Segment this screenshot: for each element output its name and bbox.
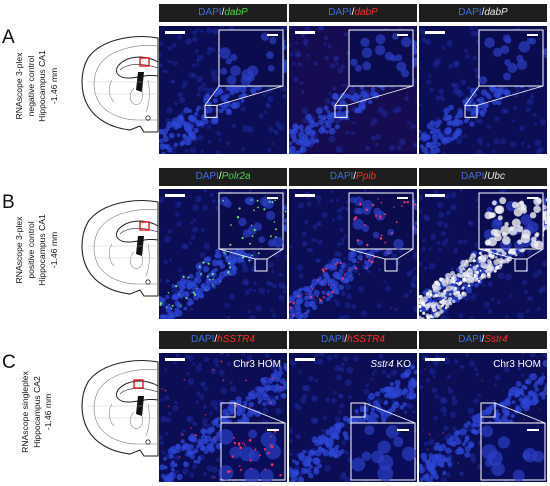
channel-separator: / <box>353 171 357 182</box>
channel-separator: / <box>221 7 225 18</box>
row-a-label-line: Hippocampus CA1 <box>37 50 47 122</box>
micrograph-a3 <box>419 26 547 154</box>
header-a1: DAPI/dabP <box>159 4 287 22</box>
genotype-gene: Sstr4 <box>370 359 394 370</box>
row-b-label-line: Hippocampus CA1 <box>37 214 47 286</box>
genotype-label: Chr3 HOM <box>233 359 281 370</box>
header-a2: DAPI/dabP <box>289 4 417 22</box>
channel-dapi-label: DAPI <box>328 7 352 18</box>
header-b1: DAPI/Polr2a <box>159 168 287 186</box>
channel-separator: / <box>218 171 222 182</box>
probe-gene-label: hSSTR4 <box>347 334 385 345</box>
channel-dapi-label: DAPI <box>458 7 482 18</box>
panel-letter-c: C <box>2 352 16 373</box>
panel-letter-a: A <box>2 27 15 48</box>
row-a-label: RNAscope 3-plex negative control Hippoca… <box>8 28 68 148</box>
channel-dapi-label: DAPI <box>321 334 345 345</box>
channel-dapi-label: DAPI <box>191 334 215 345</box>
micrograph-b3 <box>419 189 547 319</box>
micrograph-b1 <box>159 189 287 319</box>
header-a3: DAPI/dabP <box>419 4 547 22</box>
channel-separator: / <box>214 334 218 345</box>
channel-dapi-label: DAPI <box>329 171 354 182</box>
probe-gene-label: dabP <box>484 7 508 18</box>
micrograph-c3: Chr3 HOM <box>419 353 547 482</box>
row-c-label-line: Hippocampus CA2 <box>31 376 42 448</box>
genotype-text: Chr3 HOM <box>233 359 281 370</box>
header-c1: DAPI/hSSTR4 <box>159 331 287 349</box>
probe-gene-label: dabP <box>224 7 248 18</box>
row-b-label: RNAscope 3-plex positive control Hippoca… <box>8 192 68 312</box>
channel-dapi-label: DAPI <box>461 171 485 182</box>
probe-gene-label: dabP <box>354 7 378 18</box>
header-b3: DAPI/Ubc <box>419 168 547 186</box>
header-b2: DAPI/Ppib <box>289 168 417 186</box>
probe-gene-label: hSSTR4 <box>217 334 255 345</box>
header-c3: DAPI/Sstr4 <box>419 331 547 349</box>
channel-dapi-label: DAPI <box>195 171 219 182</box>
channel-dapi-label: DAPI <box>198 7 222 18</box>
row-b-label-line: positive control <box>25 221 36 279</box>
channel-dapi-label: DAPI <box>458 334 482 345</box>
panel-letter-b: B <box>2 192 15 213</box>
brain-section-diagram-c <box>78 356 160 458</box>
channel-separator: / <box>481 334 485 345</box>
row-a-label-line: RNAscope 3-plex <box>14 52 24 120</box>
probe-gene-label: Ubc <box>487 171 505 182</box>
micrograph-a2 <box>289 26 417 154</box>
probe-gene-label: Polr2a <box>221 171 251 182</box>
genotype-text: Chr3 HOM <box>493 359 541 370</box>
micrograph-c1: Chr3 HOM <box>159 353 287 482</box>
genotype-label: Chr3 HOM <box>493 359 541 370</box>
genotype-label: Sstr4 KO <box>370 359 411 370</box>
channel-separator: / <box>351 7 355 18</box>
brain-section-diagram-a <box>78 32 160 134</box>
row-a-label-line: -1.46 mm <box>48 67 59 105</box>
channel-separator: / <box>484 171 488 182</box>
row-c-label-line: -1.46 mm <box>43 393 53 431</box>
micrograph-c2: Sstr4 KO <box>289 353 417 482</box>
genotype-text: KO <box>393 359 411 370</box>
channel-separator: / <box>344 334 348 345</box>
micrograph-a1 <box>159 26 287 154</box>
micrograph-b2 <box>289 189 417 319</box>
probe-gene-label: Ppib <box>356 171 377 182</box>
probe-gene-label: Sstr4 <box>484 334 508 345</box>
header-c2: DAPI/hSSTR4 <box>289 331 417 349</box>
row-b-label-line: -1.46 mm <box>48 231 59 269</box>
row-c-label: RNAscope singleplex Hippocampus CA2 -1.4… <box>8 354 68 474</box>
channel-separator: / <box>481 7 485 18</box>
row-a-label-line: negative control <box>25 55 36 117</box>
row-b-label-line: RNAscope 3-plex <box>14 216 24 284</box>
brain-section-diagram-b <box>78 196 160 298</box>
row-c-label-line: RNAscope singleplex <box>20 371 30 453</box>
